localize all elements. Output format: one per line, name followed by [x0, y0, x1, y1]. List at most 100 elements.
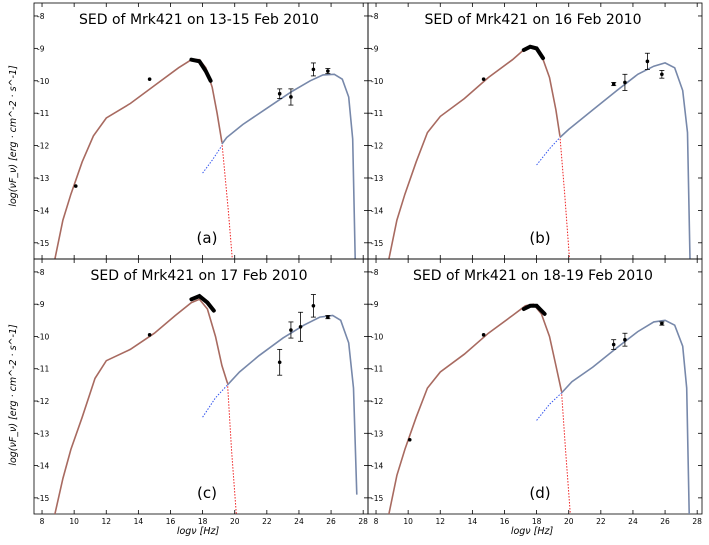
- y-tick-label: -15: [37, 494, 49, 503]
- y-tick-label: -8: [371, 268, 379, 277]
- panel-a: SED of Mrk421 on 13-15 Feb 2010 (a) -8 -9…: [33, 2, 369, 260]
- data-point: [645, 59, 650, 64]
- x-tick-label: 18: [198, 517, 208, 526]
- x-tick-label: 14: [134, 517, 144, 526]
- y-tick-label: -14: [37, 462, 49, 471]
- y-tick-label: -15: [371, 494, 383, 503]
- ic-extension-line: [202, 145, 223, 174]
- data-point: [481, 333, 486, 337]
- data-point: [298, 324, 303, 329]
- y-tick-label: -13: [37, 429, 49, 438]
- y-tick-label: -14: [371, 462, 383, 471]
- panel-frame: [367, 2, 703, 260]
- y-tick-label: -10: [371, 77, 383, 86]
- x-tick-label: 20: [564, 517, 574, 526]
- x-tick-label: 22: [596, 517, 606, 526]
- x-tick-label: 24: [628, 517, 638, 526]
- data-point: [289, 95, 293, 99]
- panel-frame: [33, 2, 369, 260]
- data-point: [326, 69, 330, 73]
- x-tick-label: 12: [435, 517, 445, 526]
- synchrotron-curve: [388, 45, 561, 260]
- y-tick-label: -13: [371, 174, 383, 183]
- panel-title: SED of Mrk421 on 13-15 Feb 2010: [79, 12, 319, 28]
- panel-tag: (d): [529, 484, 550, 502]
- y-tick-label: -14: [37, 206, 49, 215]
- y-tick-label: -10: [37, 77, 49, 86]
- sync-extension-line: [221, 142, 233, 260]
- x-tick-label: 16: [166, 517, 176, 526]
- data-point: [311, 304, 316, 308]
- data-point: [623, 337, 627, 342]
- panel-frame: [367, 258, 703, 515]
- x-tick-label: 10: [69, 517, 79, 526]
- data-point: [407, 437, 412, 442]
- ic-extension-line: [536, 137, 561, 166]
- y-tick-label: -8: [371, 12, 379, 21]
- xray-data-band: [189, 293, 216, 313]
- y-tick-label: -9: [371, 44, 379, 53]
- sync-extension-line: [559, 135, 570, 260]
- y-tick-label: -9: [37, 44, 45, 53]
- inverse-compton-curve: [226, 314, 358, 495]
- data-point: [611, 82, 616, 86]
- y-tick-label: -11: [37, 109, 49, 118]
- panel-tag: (a): [197, 229, 218, 247]
- x-tick-label: 20: [230, 517, 240, 526]
- x-tick-label: 18: [532, 517, 542, 526]
- data-point: [73, 184, 78, 188]
- data-point: [147, 77, 152, 81]
- y-tick-label: -11: [371, 365, 383, 374]
- xray-data-band: [189, 57, 213, 83]
- x-tick-label: 26: [660, 517, 670, 526]
- xray-data-band: [521, 303, 547, 316]
- panel-title: SED of Mrk421 on 17 Feb 2010: [90, 268, 307, 284]
- y-tick-label: -14: [371, 206, 383, 215]
- y-tick-label: -8: [37, 268, 45, 277]
- data-point: [311, 67, 316, 72]
- y-tick-label: -15: [37, 239, 49, 248]
- panel-c: SED of Mrk421 on 17 Feb 2010 (c) -8 -9 -10…: [33, 258, 369, 526]
- y-tick-label: -9: [37, 300, 45, 309]
- data-point: [326, 315, 330, 319]
- xlabel-left: logν [Hz]: [177, 526, 220, 537]
- y-tick-label: -13: [37, 174, 49, 183]
- y-tick-label: -11: [371, 109, 383, 118]
- data-point: [147, 333, 152, 337]
- panel-tag: (b): [529, 229, 550, 247]
- xlabel-right: logν [Hz]: [511, 526, 554, 537]
- data-point: [660, 321, 664, 326]
- y-tick-label: -12: [37, 397, 49, 406]
- x-tick-label: 24: [294, 517, 304, 526]
- x-tick-label: 28: [358, 517, 368, 526]
- panel-d: SED of Mrk421 on 18-19 Feb 2010 (d) -8 -9…: [367, 258, 703, 526]
- x-tick-label: 8: [40, 517, 45, 526]
- y-tick-label: -13: [371, 429, 383, 438]
- data-point: [623, 80, 627, 85]
- panel-tag: (c): [197, 484, 217, 502]
- ylabel-top: log(νF_ν) [erg · cm^-2 · s^-1]: [8, 65, 19, 207]
- x-tick-label: 22: [262, 517, 272, 526]
- x-tick-label: 16: [500, 517, 510, 526]
- inverse-compton-curve: [221, 73, 356, 260]
- panel-title: SED of Mrk421 on 18-19 Feb 2010: [413, 268, 653, 284]
- x-tick-label: 14: [468, 517, 478, 526]
- x-tick-label: 28: [692, 517, 702, 526]
- y-tick-label: -12: [371, 142, 383, 151]
- inverse-compton-curve: [559, 62, 691, 260]
- sync-extension-line: [561, 391, 571, 515]
- x-tick-label: 10: [403, 517, 413, 526]
- ic-extension-line: [536, 392, 562, 421]
- data-point: [289, 328, 293, 332]
- y-tick-label: -12: [37, 142, 49, 151]
- inverse-compton-curve: [560, 319, 690, 515]
- data-point: [481, 77, 486, 81]
- xray-data-band: [521, 44, 545, 61]
- synchrotron-curve: [388, 303, 563, 515]
- y-tick-label: -10: [37, 332, 49, 341]
- sync-extension-line: [227, 383, 237, 515]
- ic-extension-line: [202, 384, 228, 418]
- y-tick-label: -9: [371, 300, 379, 309]
- data-point: [611, 342, 616, 347]
